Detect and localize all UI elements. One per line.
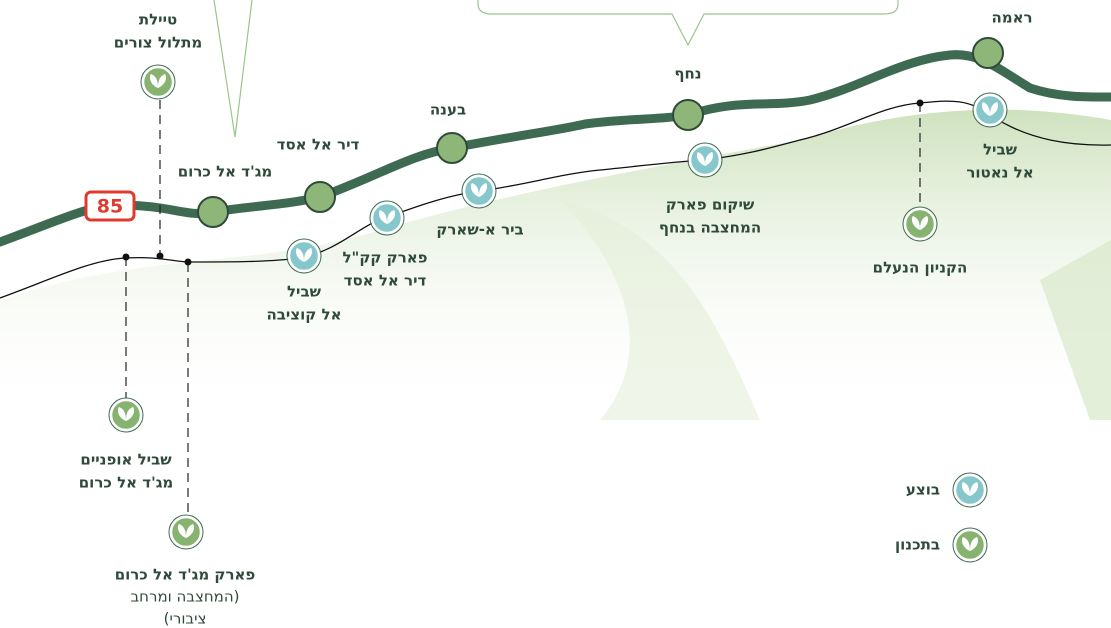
- leaf-icon: [370, 201, 404, 235]
- project-label: אל קוציבה: [266, 306, 341, 324]
- project-sublabel: ציבורי): [164, 610, 207, 628]
- project-label: פארק מג'ד אל כרום: [115, 566, 256, 584]
- project-label: אל נאטור: [966, 164, 1033, 182]
- road-shield: 85: [86, 192, 134, 220]
- leaf-icon: [688, 143, 722, 177]
- town-label: ראמה: [991, 9, 1032, 27]
- town-label: מג'ד אל כרום: [178, 163, 273, 181]
- project-label: פארק קק"ל: [342, 249, 427, 267]
- project-label: טיילת: [139, 11, 177, 29]
- project-label: דיר אל אסד: [344, 272, 427, 290]
- icon-circle: [289, 241, 319, 271]
- callout-shapes: [214, 0, 898, 137]
- project-label: הקניון הנעלם: [873, 259, 968, 277]
- leaf-icon: [109, 398, 143, 432]
- icon-circle: [690, 145, 720, 175]
- icon-circle: [975, 95, 1005, 125]
- leaf-icon: [169, 515, 203, 549]
- icon-circle: [143, 67, 173, 97]
- leaf-icon: [953, 528, 987, 562]
- icon-circle: [955, 475, 985, 505]
- town-label: דיר אל אסד: [277, 136, 360, 154]
- leaf-icon: [287, 239, 321, 273]
- project-sublabel: (המחצבה ומרחב: [131, 588, 240, 606]
- project-label: שביל: [287, 283, 322, 301]
- project-label: שביל אופניים: [80, 451, 172, 469]
- project-label: שיקום פארק: [666, 196, 755, 214]
- icon-circle: [171, 517, 201, 547]
- legend-label: בוצע: [906, 481, 940, 499]
- icon-circle: [955, 530, 985, 560]
- town-marker: [673, 100, 703, 130]
- leaf-icon: [953, 473, 987, 507]
- icon-circle: [111, 400, 141, 430]
- town-label: בענה: [430, 101, 466, 119]
- project-label: מתלול צורים: [114, 34, 202, 52]
- icon-circle: [372, 203, 402, 233]
- town-label: נחף: [674, 65, 701, 83]
- leaf-icon: [141, 65, 175, 99]
- project-label: מג'ד אל כרום: [79, 474, 174, 492]
- town-marker: [198, 197, 228, 227]
- leaf-icon: [462, 174, 496, 208]
- icon-circle: [905, 209, 935, 239]
- icon-circle: [464, 176, 494, 206]
- town-marker: [305, 182, 335, 212]
- leaf-icon: [973, 93, 1007, 127]
- town-marker: [973, 38, 1003, 68]
- leaf-icon: [903, 207, 937, 241]
- town-marker: [437, 133, 467, 163]
- project-label: ביר א-שארק: [436, 221, 523, 239]
- project-label: המחצבה בנחף: [659, 219, 761, 237]
- road-number: 85: [97, 196, 123, 218]
- project-label: שביל: [983, 141, 1018, 159]
- map: 85 ראמהנחףבענהדיר אל אסדמג'ד אל כרוםטייל…: [0, 0, 1111, 628]
- legend-label: בתכנון: [895, 536, 940, 554]
